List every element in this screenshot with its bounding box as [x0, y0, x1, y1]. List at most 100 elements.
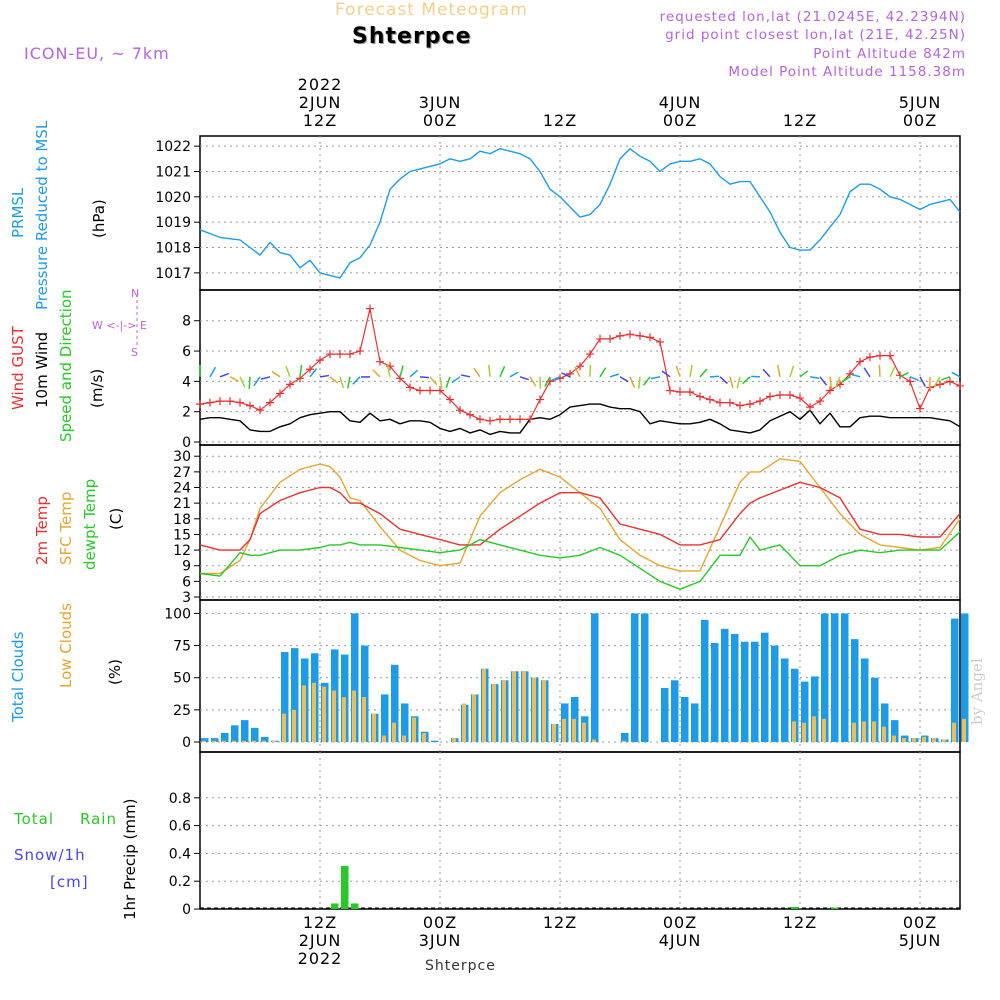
bottom-time-tick: 12Z 2JUN 2022	[297, 913, 343, 968]
low-cloud-bar	[912, 738, 916, 742]
wind-direction-arrow	[638, 376, 641, 389]
gust-marker	[866, 353, 874, 362]
y-tick-label: 1017	[155, 266, 191, 282]
wind-direction-arrow	[309, 368, 318, 378]
low-cloud-bar	[852, 722, 856, 742]
panel-frame-3	[199, 444, 961, 601]
wind-direction-arrow	[460, 374, 471, 378]
wind-direction-arrow	[841, 376, 851, 383]
total-cloud-bar	[691, 703, 699, 742]
gust-marker	[466, 410, 474, 419]
station-bottom-label: Shterpce	[425, 958, 496, 974]
low-cloud-bar	[392, 722, 396, 742]
low-cloud-bar	[312, 682, 316, 742]
total-cloud-bar	[401, 703, 409, 742]
y-tick-label: 1019	[155, 215, 191, 231]
total-cloud-bar	[391, 664, 399, 742]
dewpt-line	[199, 531, 961, 590]
total-cloud-bar	[881, 703, 889, 742]
compass-icon	[136, 300, 138, 346]
gust-marker	[706, 395, 714, 404]
total-cloud-bar	[631, 613, 639, 742]
gust-marker	[756, 397, 764, 406]
low-cloud-bar	[942, 739, 946, 742]
low-cloud-bar	[512, 671, 516, 742]
wind-direction-arrow	[889, 366, 896, 378]
wind-direction-arrow	[941, 376, 951, 381]
gust-marker	[516, 415, 524, 424]
gust-marker	[426, 386, 434, 395]
total-cloud-bar	[951, 618, 959, 742]
wind-direction-arrow	[551, 376, 561, 382]
rain-bar	[341, 865, 349, 909]
y-tick-label: 24	[173, 481, 191, 497]
y-tick-label: 2	[182, 405, 191, 421]
y-tick-label: 9	[182, 559, 191, 575]
snow-label: Snow/1h	[14, 846, 86, 864]
gust-marker	[256, 406, 264, 415]
gust-marker	[376, 357, 384, 366]
gust-marker	[586, 350, 594, 359]
wind-direction-arrow	[473, 367, 481, 378]
gust-marker	[476, 415, 484, 424]
wind-direction-arrow	[829, 376, 833, 389]
gust-marker	[746, 400, 754, 409]
low-cloud-bar	[202, 740, 206, 742]
gust-marker	[666, 386, 674, 395]
gust-marker	[346, 350, 354, 359]
gust-marker	[446, 395, 454, 404]
wind-direction-arrow	[499, 366, 506, 378]
wind-direction-arrow	[933, 376, 941, 387]
model-altitude: Model Point Altitude 1158.38m	[728, 64, 966, 80]
gust-marker	[506, 415, 514, 424]
total-cloud-bar	[211, 738, 219, 742]
gust-marker	[306, 365, 314, 374]
gust-marker	[766, 392, 774, 401]
low-cloud-bar	[592, 739, 596, 742]
wind-direction-arrow	[285, 365, 291, 378]
low-cloud-bar	[342, 697, 346, 742]
gust-marker	[266, 398, 274, 407]
gust-marker	[916, 404, 924, 413]
total-cloud-bar	[251, 727, 259, 742]
wind-direction-arrow	[529, 376, 537, 387]
wind-direction-arrow	[352, 376, 361, 385]
total-cloud-bar	[861, 658, 869, 742]
total-cloud-bar	[701, 619, 709, 742]
wind-direction-arrow	[619, 376, 629, 383]
gust-marker	[646, 333, 654, 342]
y-tick-label: 21	[173, 496, 191, 512]
total-cloud-bar	[781, 658, 789, 742]
y-tick-label: 0	[182, 902, 191, 918]
gust-marker	[456, 406, 464, 415]
gust-marker	[216, 397, 224, 406]
total-cloud-bar	[261, 736, 269, 742]
snow-unit-label: [cm]	[50, 873, 89, 891]
gust-marker	[596, 334, 604, 343]
wind-direction-arrow	[429, 376, 438, 386]
wind-direction-arrow	[239, 376, 246, 388]
total-cloud-bar	[591, 613, 599, 742]
gust-marker	[676, 387, 684, 396]
y-tick-label: 0.2	[169, 874, 191, 890]
low-cloud-bar	[252, 740, 256, 742]
wind-direction-arrow	[248, 376, 251, 389]
low-cloud-bar	[402, 735, 406, 742]
wind-direction-arrow	[909, 376, 919, 382]
gust-marker	[326, 350, 334, 359]
y-tick-label: 50	[173, 671, 191, 687]
wind-direction-arrow	[519, 376, 529, 381]
compass-s: S	[131, 346, 138, 359]
total-cloud-bar	[801, 681, 809, 742]
y-tick-label: 27	[173, 465, 191, 481]
wind-direction-arrow	[299, 364, 303, 377]
gust-marker	[936, 380, 944, 389]
bottom-time-tick: 00Z 3JUN	[418, 913, 462, 950]
gust-marker	[616, 331, 624, 340]
station-title: Shterpce	[352, 24, 472, 49]
total-cloud-bar	[891, 720, 899, 742]
top-time-tick: 12Z	[782, 111, 818, 130]
wind-direction-arrow	[399, 365, 404, 378]
gust-marker	[416, 386, 424, 395]
y-tick-label: 0.4	[169, 846, 191, 862]
